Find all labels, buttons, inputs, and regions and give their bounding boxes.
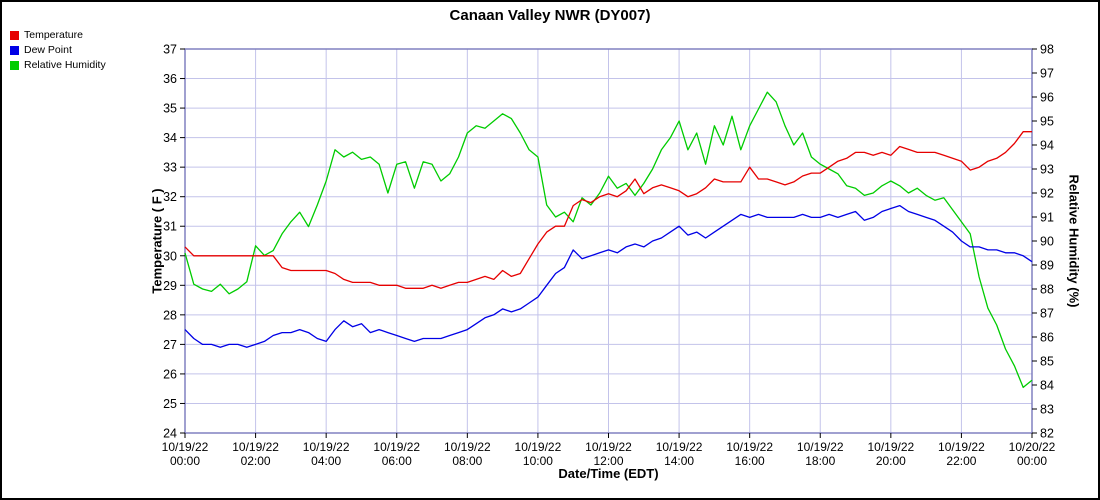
y-axis-label-right: Relative Humidity (%) bbox=[1066, 174, 1082, 308]
left-axis-tick-label: 36 bbox=[163, 72, 177, 86]
left-axis-tick-label: 30 bbox=[163, 249, 177, 263]
right-axis-tick-label: 98 bbox=[1040, 43, 1054, 57]
x-axis-tick-date: 10/19/22 bbox=[585, 440, 632, 454]
series-line-relative-humidity bbox=[184, 91, 1033, 389]
right-axis-tick-label: 89 bbox=[1040, 259, 1054, 273]
x-axis-tick-time: 08:00 bbox=[452, 454, 482, 468]
x-axis-tick-date: 10/20/22 bbox=[1009, 440, 1056, 454]
legend-item-dew-point: Dew Point bbox=[10, 43, 106, 58]
left-axis-tick-label: 28 bbox=[163, 308, 177, 322]
right-axis-tick-label: 91 bbox=[1040, 211, 1054, 225]
left-axis-tick-label: 34 bbox=[163, 131, 177, 145]
x-axis-tick-date: 10/19/22 bbox=[797, 440, 844, 454]
legend-item-relative-humidity: Relative Humidity bbox=[10, 58, 106, 73]
left-axis-tick-label: 25 bbox=[163, 397, 177, 411]
x-axis-tick-time: 02:00 bbox=[241, 454, 271, 468]
right-axis-tick-label: 83 bbox=[1040, 403, 1054, 417]
left-axis-tick-label: 35 bbox=[163, 102, 177, 116]
left-axis-tick-label: 31 bbox=[163, 220, 177, 234]
chart-title: Canaan Valley NWR (DY007) bbox=[449, 7, 651, 24]
x-axis-tick-date: 10/19/22 bbox=[162, 440, 209, 454]
x-axis-tick-date: 10/19/22 bbox=[303, 440, 350, 454]
left-axis-tick-label: 27 bbox=[163, 338, 177, 352]
x-axis-tick-date: 10/19/22 bbox=[726, 440, 773, 454]
x-axis-tick-time: 12:00 bbox=[593, 454, 623, 468]
x-axis-tick-time: 00:00 bbox=[1017, 454, 1047, 468]
x-axis-tick-time: 16:00 bbox=[735, 454, 765, 468]
x-axis-tick-time: 14:00 bbox=[664, 454, 694, 468]
legend-label-dew-point: Dew Point bbox=[24, 44, 72, 56]
right-axis-tick-label: 92 bbox=[1040, 187, 1054, 201]
right-axis-tick-label: 82 bbox=[1040, 427, 1054, 441]
x-axis-tick-date: 10/19/22 bbox=[938, 440, 985, 454]
y-axis-label-left: Temperature ( F ) bbox=[149, 188, 165, 294]
left-axis-tick-label: 37 bbox=[163, 43, 177, 57]
legend-label-relative-humidity: Relative Humidity bbox=[24, 59, 106, 71]
right-axis-tick-label: 93 bbox=[1040, 163, 1054, 177]
series-line-dew-point bbox=[184, 204, 1033, 348]
x-axis-tick-time: 22:00 bbox=[946, 454, 976, 468]
left-axis-tick-label: 24 bbox=[163, 427, 177, 441]
right-axis-tick-label: 90 bbox=[1040, 235, 1054, 249]
temperature-swatch-icon bbox=[10, 31, 19, 40]
x-axis-tick-time: 06:00 bbox=[382, 454, 412, 468]
x-axis-tick-time: 00:00 bbox=[170, 454, 200, 468]
x-axis-tick-time: 18:00 bbox=[805, 454, 835, 468]
x-axis-tick-date: 10/19/22 bbox=[444, 440, 491, 454]
right-axis-tick-label: 84 bbox=[1040, 379, 1054, 393]
x-axis-tick-date: 10/19/22 bbox=[867, 440, 914, 454]
right-axis-tick-label: 87 bbox=[1040, 307, 1054, 321]
legend: Temperature Dew Point Relative Humidity bbox=[10, 28, 106, 73]
left-axis-tick-label: 26 bbox=[163, 367, 177, 381]
series-line-temperature bbox=[184, 131, 1032, 289]
left-axis-tick-label: 33 bbox=[163, 161, 177, 175]
left-axis-tick-label: 29 bbox=[163, 279, 177, 293]
x-axis-tick-time: 20:00 bbox=[876, 454, 906, 468]
legend-item-temperature: Temperature bbox=[10, 28, 106, 43]
right-axis-tick-label: 86 bbox=[1040, 331, 1054, 345]
x-axis-tick-date: 10/19/22 bbox=[515, 440, 562, 454]
dew-point-swatch-icon bbox=[10, 46, 19, 55]
x-axis-label: Date/Time (EDT) bbox=[558, 466, 659, 481]
right-axis-tick-label: 94 bbox=[1040, 139, 1054, 153]
relative-humidity-swatch-icon bbox=[10, 61, 19, 70]
left-axis-tick-label: 32 bbox=[163, 190, 177, 204]
x-axis-tick-time: 04:00 bbox=[311, 454, 341, 468]
x-axis-tick-date: 10/19/22 bbox=[656, 440, 703, 454]
right-axis-tick-label: 88 bbox=[1040, 283, 1054, 297]
x-axis-tick-time: 10:00 bbox=[523, 454, 553, 468]
x-axis-tick-date: 10/19/22 bbox=[373, 440, 420, 454]
right-axis-tick-label: 97 bbox=[1040, 67, 1054, 81]
x-axis-tick-date: 10/19/22 bbox=[232, 440, 279, 454]
right-axis-tick-label: 85 bbox=[1040, 355, 1054, 369]
right-axis-tick-label: 95 bbox=[1040, 115, 1054, 129]
legend-label-temperature: Temperature bbox=[24, 29, 83, 41]
right-axis-tick-label: 96 bbox=[1040, 91, 1054, 105]
